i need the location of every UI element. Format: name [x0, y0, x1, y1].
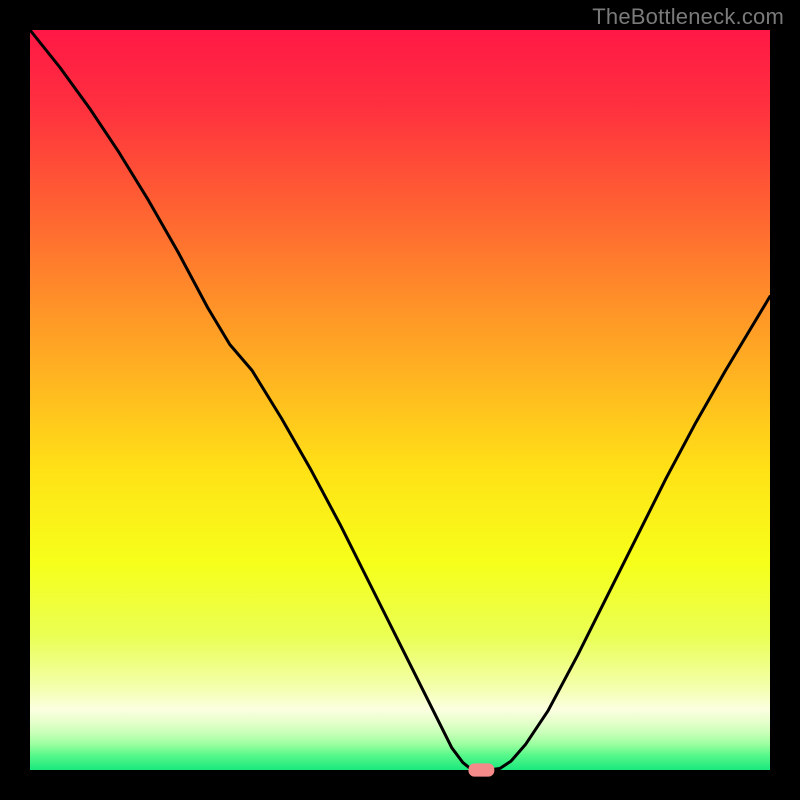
chart-frame: TheBottleneck.com	[0, 0, 800, 800]
bottleneck-chart	[0, 0, 800, 800]
plot-wrap	[0, 0, 800, 800]
plot-background	[30, 30, 770, 770]
minimum-marker	[468, 763, 494, 776]
watermark-text: TheBottleneck.com	[592, 4, 784, 30]
